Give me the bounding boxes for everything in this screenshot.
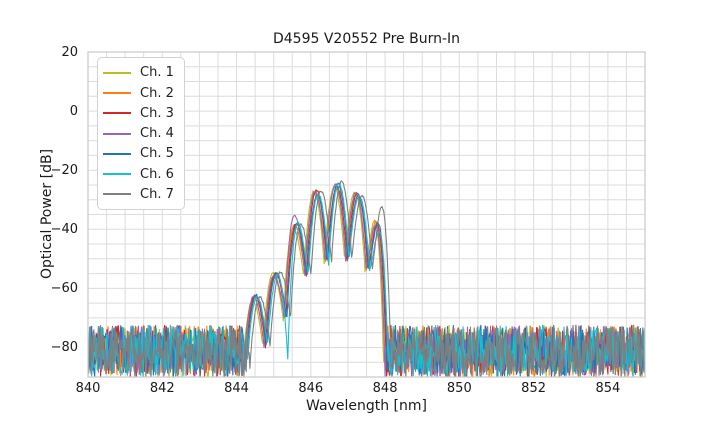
x-tick-label: 854 bbox=[595, 381, 621, 396]
y-tick-label: −20 bbox=[50, 162, 78, 178]
legend-item: Ch. 3 bbox=[103, 106, 184, 121]
chart-title: D4595 V20552 Pre Burn-In bbox=[272, 31, 461, 47]
y-tick-label: −60 bbox=[50, 280, 78, 296]
x-tick-label: 852 bbox=[521, 381, 547, 396]
legend-item: Ch. 1 bbox=[103, 65, 184, 80]
legend-label: Ch. 3 bbox=[140, 105, 174, 121]
legend-line-swatch bbox=[103, 173, 131, 175]
legend-line-swatch bbox=[103, 132, 131, 135]
trace-ch-7 bbox=[88, 180, 645, 377]
legend-item: Ch. 2 bbox=[103, 86, 184, 101]
legend-label: Ch. 2 bbox=[140, 85, 174, 101]
legend-label: Ch. 4 bbox=[140, 126, 174, 141]
legend-line-swatch bbox=[103, 112, 131, 115]
channel-traces bbox=[88, 180, 645, 377]
legend-item: Ch. 7 bbox=[103, 187, 184, 202]
legend-item: Ch. 5 bbox=[103, 146, 184, 161]
legend-line-swatch bbox=[103, 92, 131, 94]
legend-label: Ch. 1 bbox=[140, 65, 174, 81]
x-tick-label: 846 bbox=[298, 381, 324, 396]
legend-line-swatch bbox=[103, 71, 131, 74]
plot-border bbox=[87, 51, 646, 378]
x-tick-label: 850 bbox=[446, 381, 472, 396]
legend-label: Ch. 6 bbox=[140, 166, 174, 182]
trace-ch-4 bbox=[88, 183, 645, 377]
legend-item: Ch. 6 bbox=[103, 167, 184, 182]
legend: Ch. 1 Ch. 2 Ch. 3 Ch. 4 Ch. 5 Ch. 6 Ch. 7 bbox=[97, 57, 185, 210]
y-tick-label: −40 bbox=[50, 221, 78, 237]
x-tick-label: 840 bbox=[75, 381, 101, 396]
x-tick-label: 842 bbox=[149, 381, 175, 396]
y-tick-label: −80 bbox=[50, 339, 78, 355]
legend-label: Ch. 5 bbox=[140, 146, 174, 162]
y-tick-label: 20 bbox=[61, 44, 78, 60]
legend-item: Ch. 4 bbox=[103, 126, 184, 141]
legend-line-swatch bbox=[103, 193, 131, 196]
y-tick-label: 0 bbox=[69, 103, 78, 119]
legend-label: Ch. 7 bbox=[140, 186, 174, 202]
x-tick-label: 848 bbox=[372, 381, 398, 396]
x-tick-label: 844 bbox=[224, 381, 249, 396]
legend-line-swatch bbox=[103, 152, 131, 155]
x-axis-label: Wavelength [nm] bbox=[306, 398, 427, 414]
